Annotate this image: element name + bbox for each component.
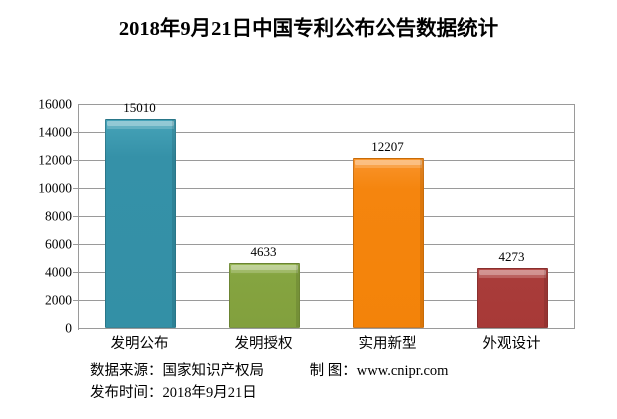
value-label-发明公布: 15010	[123, 100, 156, 115]
y-tick-label-2000: 2000	[45, 292, 72, 308]
gridline-6000	[79, 244, 574, 245]
y-tick-mark	[73, 272, 78, 273]
gridline-10000	[79, 188, 574, 189]
y-tick-label-16000: 16000	[38, 96, 72, 112]
y-tick-label-6000: 6000	[45, 236, 72, 252]
footer-credit: 制 图：www.cnipr.com	[309, 363, 449, 379]
y-tick-mark	[73, 160, 78, 161]
bar-外观设计[interactable]	[477, 268, 548, 328]
footer-row-publish-time: 发布时间：2018年9月21日	[90, 382, 610, 404]
category-label-发明公布: 发明公布	[110, 336, 169, 352]
gridline-8000	[79, 216, 574, 217]
footer-data-source: 数据来源：国家知识产权局	[90, 363, 264, 379]
bar-edge-shadow	[296, 264, 299, 327]
bar-highlight	[479, 270, 546, 275]
bar-edge-shadow	[172, 120, 175, 327]
y-tick-mark	[73, 216, 78, 217]
chart-title: 2018年9月21日中国专利公布公告数据统计	[118, 18, 499, 40]
y-tick-mark	[73, 300, 78, 301]
y-tick-mark	[73, 132, 78, 133]
bar-edge-shadow	[544, 269, 547, 327]
value-label-外观设计: 4273	[498, 249, 525, 264]
y-tick-mark	[73, 244, 78, 245]
category-label-发明授权: 发明授权	[234, 336, 293, 352]
category-label-外观设计: 外观设计	[482, 336, 541, 352]
y-tick-label-12000: 12000	[38, 152, 72, 168]
y-tick-label-4000: 4000	[45, 264, 72, 280]
bar-highlight-secondary	[355, 165, 422, 168]
footer-publish-time: 发布时间：2018年9月21日	[90, 385, 257, 402]
value-label-实用新型: 12207	[371, 139, 404, 154]
bar-发明授权[interactable]	[229, 263, 300, 328]
bar-highlight	[231, 265, 298, 270]
bar-edge-shadow	[420, 159, 423, 327]
footer-row-source: 数据来源：国家知识产权局 制 图：www.cnipr.com	[90, 360, 610, 382]
bar-实用新型[interactable]	[353, 158, 424, 328]
chart-footer: 数据来源：国家知识产权局 制 图：www.cnipr.com 发布时间：2018…	[90, 360, 610, 405]
bar-highlight-secondary	[479, 275, 546, 278]
value-label-发明授权: 4633	[250, 244, 277, 259]
category-label-实用新型: 实用新型	[358, 336, 417, 352]
gridline-4000	[79, 272, 574, 273]
gridline-14000	[79, 132, 574, 133]
y-tick-label-8000: 8000	[45, 208, 72, 224]
bar-发明公布[interactable]	[105, 119, 176, 328]
gridline-2000	[79, 300, 574, 301]
gridline-12000	[79, 160, 574, 161]
bar-highlight-secondary	[231, 270, 298, 273]
bar-highlight	[107, 121, 174, 126]
y-axis: 16000 14000 12000 10000 8000 6000 4000 2…	[0, 0, 72, 419]
y-tick-mark	[73, 188, 78, 189]
bar-highlight	[355, 160, 422, 165]
bar-highlight-secondary	[107, 126, 174, 129]
y-tick-label-14000: 14000	[38, 124, 72, 140]
plot-area	[78, 104, 575, 329]
y-tick-label-10000: 10000	[38, 180, 72, 196]
y-tick-label-0: 0	[65, 320, 72, 336]
